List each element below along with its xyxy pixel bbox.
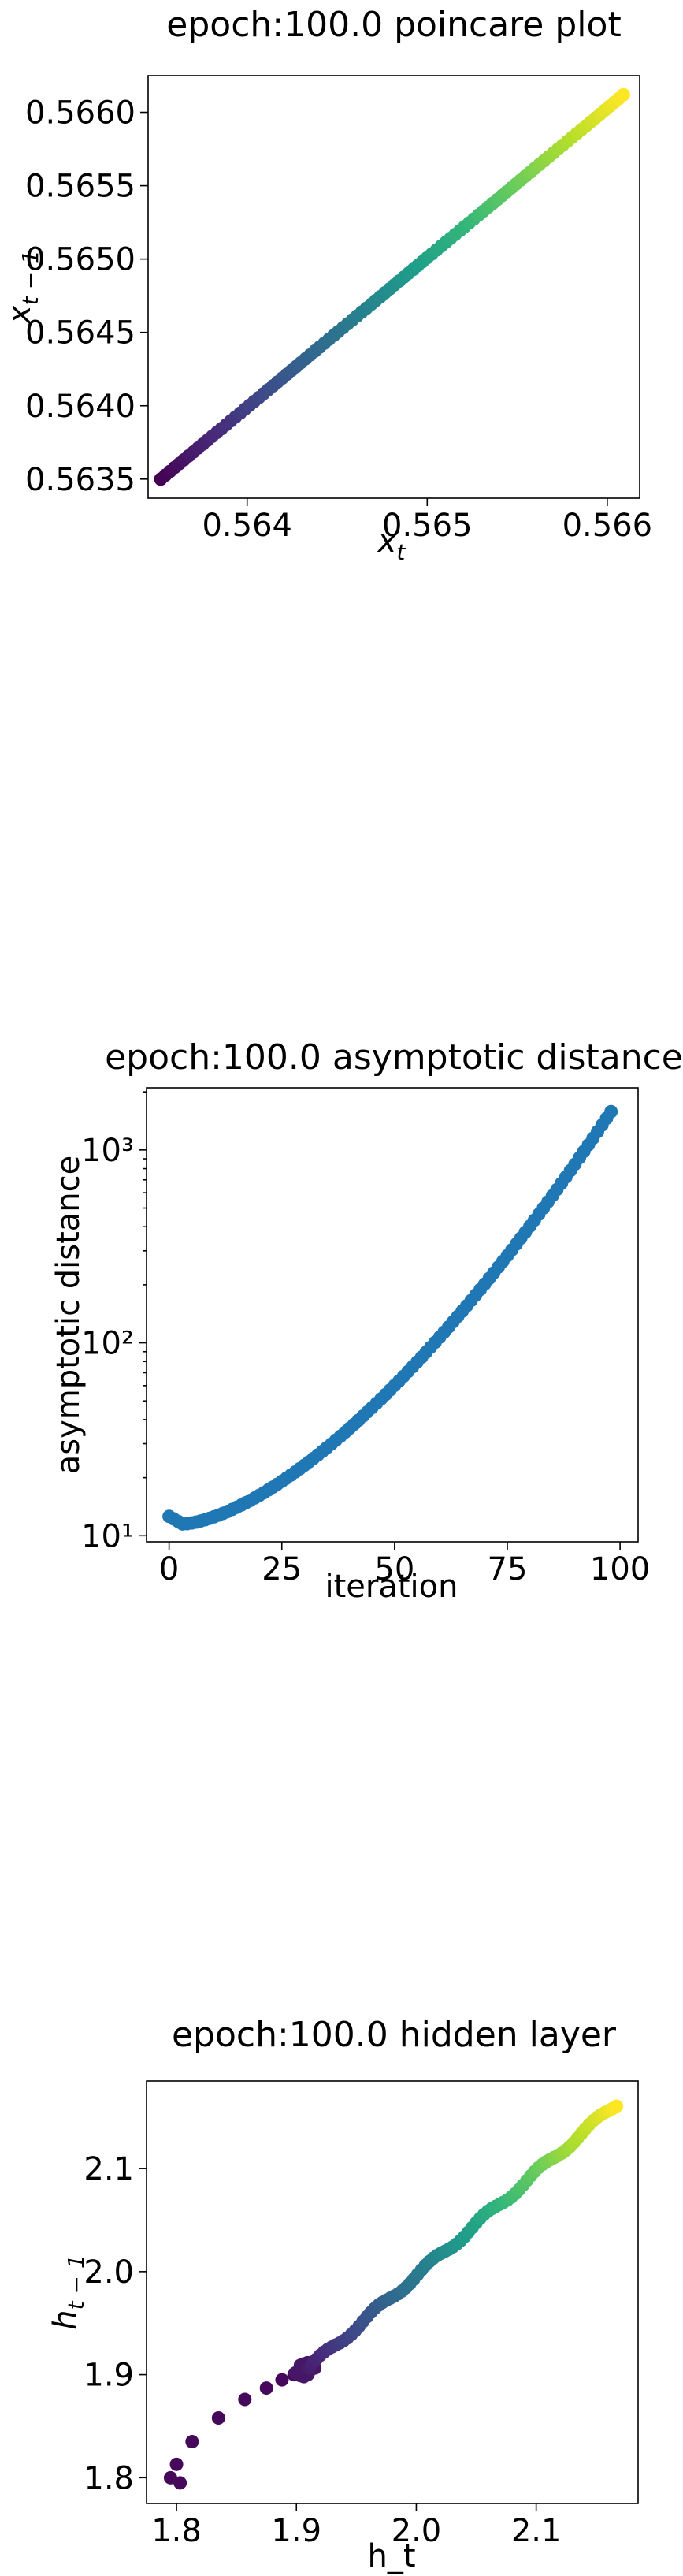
x-tick-label: 25 <box>262 1551 302 1588</box>
y-axis-label: xt − 1 <box>2 250 43 326</box>
x-tick-label: 2.0 <box>392 2513 442 2549</box>
y-tick-label: 10³ <box>81 1133 134 1169</box>
x-tick-label: 0.566 <box>562 508 653 544</box>
data-point <box>610 2099 624 2113</box>
y-tick-label: 1.8 <box>84 2460 134 2496</box>
y-tick-label: 10¹ <box>81 1518 134 1554</box>
x-tick-label: 0 <box>159 1551 179 1588</box>
y-tick-label: 0.5635 <box>25 462 135 498</box>
x-axis-label-sub: t <box>396 539 406 565</box>
y-tick-label: 0.5660 <box>25 95 135 132</box>
x-tick-label: 100 <box>590 1551 650 1588</box>
x-tick-label: 50 <box>374 1551 414 1588</box>
x-axis-label-main: x <box>377 523 397 560</box>
y-tick-label: 2.1 <box>84 2151 134 2187</box>
x-tick-label: 0.565 <box>382 508 473 544</box>
data-point <box>169 2457 184 2471</box>
poincare-plot-chart: epoch:100.0 poincare plot 0.564 0.565 0.566… <box>2 5 653 565</box>
x-axis-label: iteration <box>325 1569 458 1605</box>
y-axis-label-sub: t − 1 <box>17 250 43 305</box>
y-axis-label-main: h <box>47 2310 84 2329</box>
plot-frame <box>146 1087 639 1543</box>
x-tick-label: 75 <box>488 1551 528 1588</box>
data-point <box>238 2392 252 2407</box>
asymptotic-distance-chart: epoch:100.0 asymptotic distance 0 25 50 75 10… <box>50 1040 683 1605</box>
x-tick-label: 2.1 <box>511 2513 562 2549</box>
data-point <box>604 1104 618 1119</box>
chart-title: epoch:100.0 hidden layer <box>172 2015 617 2055</box>
x-axis-label: h_t <box>367 2538 415 2574</box>
y-axis-label: asymptotic distance <box>50 1156 87 1475</box>
y-tick-label: 1.9 <box>84 2358 134 2394</box>
data-point <box>259 2381 273 2395</box>
plot-frame <box>146 2080 639 2504</box>
x-axis-label: xt <box>377 523 406 565</box>
x-tick-label: 0.564 <box>202 508 292 544</box>
data-point <box>616 87 630 102</box>
chart-title: epoch:100.0 poincare plot <box>166 5 621 45</box>
y-axis-label: ht − 1 <box>47 2254 89 2329</box>
chart-title: epoch:100.0 asymptotic distance <box>105 1040 683 1078</box>
data-point <box>185 2435 199 2449</box>
data-point <box>173 2476 187 2490</box>
y-axis-label-sub: t − 1 <box>63 2254 89 2310</box>
x-tick-label: 1.9 <box>271 2513 321 2549</box>
x-tick-label: 1.8 <box>151 2513 202 2549</box>
data-point <box>211 2410 225 2425</box>
y-tick-label: 10² <box>81 1326 134 1362</box>
y-tick-label: 2.0 <box>84 2254 134 2291</box>
data-point <box>275 2373 289 2387</box>
y-tick-label: 0.5645 <box>25 315 135 352</box>
plot-frame <box>147 75 640 499</box>
y-tick-label: 0.5655 <box>25 169 135 205</box>
hidden-layer-chart: epoch:100.0 hidden layer 1.8 1.9 2.0 2.1 1.8 1… <box>47 2015 639 2574</box>
y-tick-label: 0.5640 <box>25 389 135 425</box>
y-tick-label: 0.5650 <box>25 242 135 278</box>
y-axis-label-main: x <box>2 305 38 326</box>
